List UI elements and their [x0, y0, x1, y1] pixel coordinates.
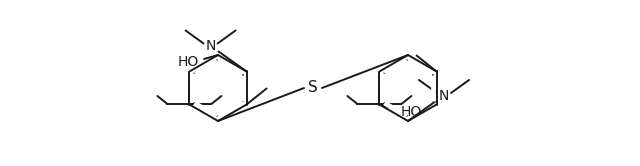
Text: HO: HO: [177, 55, 198, 69]
Text: N: N: [439, 89, 449, 103]
Text: S: S: [308, 81, 318, 95]
Text: HO: HO: [401, 106, 422, 120]
Text: N: N: [205, 40, 216, 53]
